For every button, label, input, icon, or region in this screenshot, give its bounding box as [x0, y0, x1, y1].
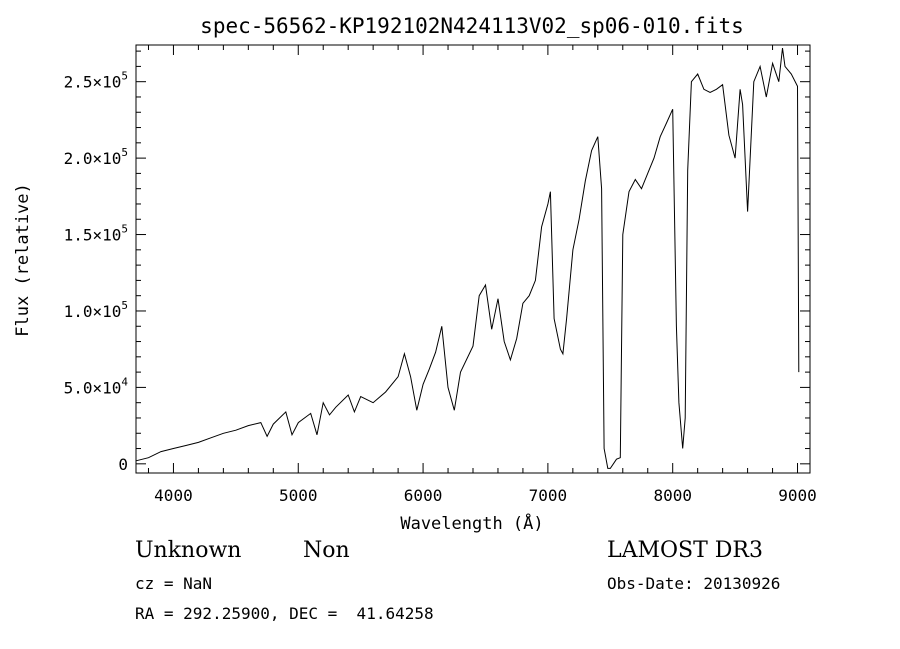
coordinates-text: RA = 292.25900, DEC = 41.64258: [135, 604, 434, 623]
y-axis: 0 5.0×104 1.0×105 1.5×105 2.0×105 2.5×105: [64, 50, 810, 474]
x-tick-label: 4000: [154, 486, 193, 505]
y-axis-label: Flux (relative): [13, 183, 33, 337]
spectrum-chart: spec-56562-KP192102N424113V02_sp06-010.f…: [13, 14, 817, 534]
x-tick-label: 6000: [404, 486, 443, 505]
spectrum-line: [135, 48, 800, 469]
y-tick-label: 1.5×105: [64, 223, 128, 245]
object-subclass: Non: [303, 538, 350, 563]
obs-date-text: Obs-Date: 20130926: [607, 574, 781, 593]
x-tick-label: 7000: [529, 486, 568, 505]
x-tick-label: 8000: [653, 486, 692, 505]
y-tick-label: 0: [118, 455, 128, 474]
y-tick-label: 2.5×105: [64, 70, 128, 92]
x-axis: 4000 5000 6000 7000 8000 9000: [147, 45, 817, 505]
plot-frame: [135, 44, 811, 474]
redshift-text: cz = NaN: [135, 574, 213, 593]
y-tick-label: 2.0×105: [64, 146, 128, 168]
survey-name: LAMOST DR3: [607, 538, 763, 563]
y-tick-label: 5.0×104: [64, 375, 129, 397]
x-axis-label: Wavelength (Å): [400, 512, 543, 534]
x-tick-label: 9000: [778, 486, 817, 505]
x-tick-label: 5000: [279, 486, 318, 505]
y-tick-label: 1.0×105: [64, 299, 128, 321]
chart-title: spec-56562-KP192102N424113V02_sp06-010.f…: [200, 14, 744, 38]
object-class: Unknown: [135, 538, 242, 563]
